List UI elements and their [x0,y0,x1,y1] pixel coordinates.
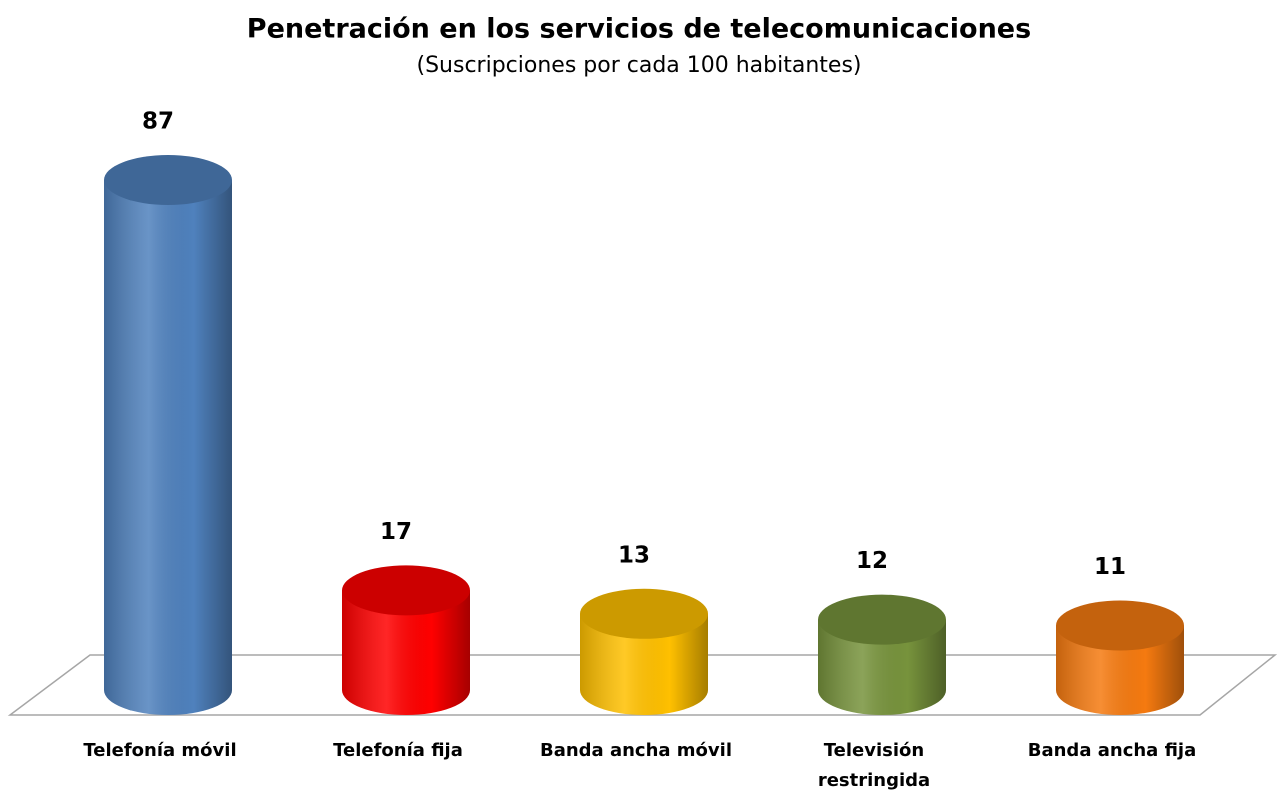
x-tick-label: Banda ancha móvil [539,740,733,761]
bar-shade [104,180,232,715]
value-label: 17 [380,519,412,545]
bar-top [580,588,708,639]
value-label: 13 [618,542,650,568]
value-label: 11 [1094,554,1126,580]
bar-shade [342,590,470,715]
chart-subtitle: (Suscripciones por cada 100 habitantes) [417,53,862,78]
bar-top [1056,600,1184,651]
bar-shade [1056,625,1184,715]
value-label: 12 [856,548,888,574]
bar-top [818,594,946,645]
x-tick-label: Televisión restringida [817,740,931,791]
x-tick-label: Telefonía fija [333,740,463,761]
bar-shade [818,619,946,715]
floor [7,654,1278,716]
bar-shade [580,613,708,715]
bar-top [104,155,232,205]
bar-top [342,565,470,616]
chart-title: Penetración en los servicios de telecomu… [247,14,1031,45]
x-tick-label: Telefonía móvil [83,740,237,761]
value-label: 87 [142,109,174,135]
x-tick-label: Banda ancha fija [1027,740,1197,761]
